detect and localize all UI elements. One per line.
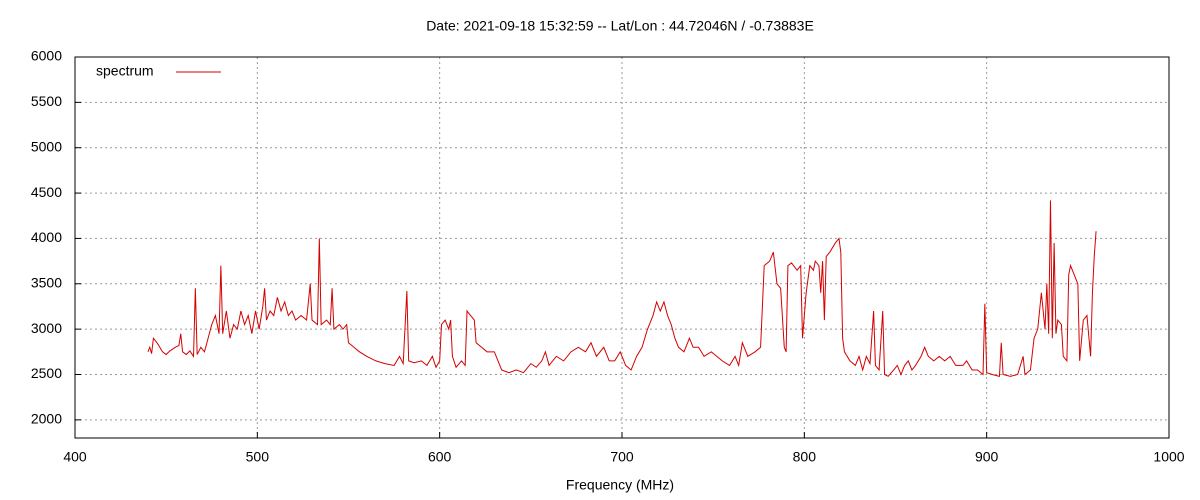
- plot-frame: [74, 56, 1170, 439]
- x-tick-label: 700: [610, 449, 634, 465]
- x-tick-label: 500: [246, 449, 270, 465]
- y-tick-label: 2500: [31, 365, 62, 381]
- spectrum-line: [147, 200, 1097, 377]
- x-tick-label: 600: [428, 449, 452, 465]
- y-tick-label: 3000: [31, 320, 62, 336]
- legend-label: spectrum: [96, 63, 154, 79]
- y-tick-label: 6000: [31, 48, 62, 64]
- chart-title: Date: 2021-09-18 15:32:59 -- Lat/Lon : 4…: [426, 18, 814, 34]
- y-tick-label: 4000: [31, 229, 62, 245]
- y-tick-label: 2000: [31, 411, 62, 427]
- x-axis-label: Frequency (MHz): [566, 477, 674, 493]
- y-tick-label: 3500: [31, 274, 62, 290]
- y-tick-label: 5500: [31, 93, 62, 109]
- x-tick-label: 800: [793, 449, 817, 465]
- x-tick-label: 900: [975, 449, 999, 465]
- x-tick-label: 1000: [1153, 449, 1184, 465]
- y-tick-label: 4500: [31, 184, 62, 200]
- x-tick-label: 400: [63, 449, 87, 465]
- y-tick-label: 5000: [31, 138, 62, 154]
